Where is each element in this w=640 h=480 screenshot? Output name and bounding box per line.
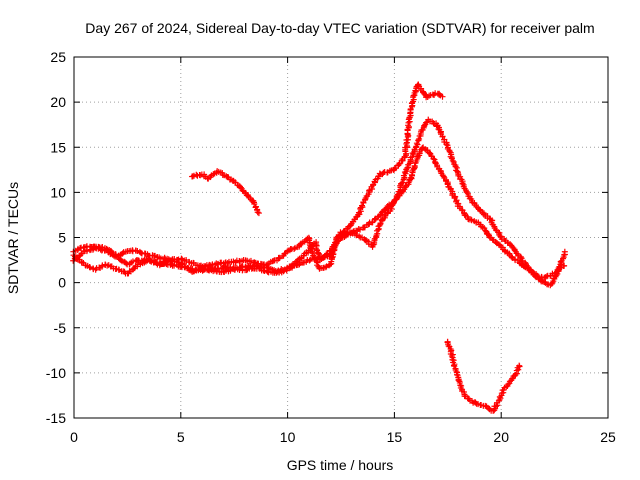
data-point — [528, 267, 535, 274]
x-tick-label: 0 — [70, 429, 78, 445]
data-point — [376, 212, 383, 219]
data-point — [117, 257, 124, 264]
y-tick-label: -5 — [54, 320, 67, 336]
data-point — [457, 384, 464, 391]
series-segment-d — [189, 168, 262, 217]
data-point — [409, 99, 416, 106]
data-point — [455, 377, 462, 384]
data-point — [137, 249, 144, 256]
x-tick-label: 15 — [387, 429, 403, 445]
x-tick-label: 25 — [600, 429, 616, 445]
data-point — [445, 342, 452, 349]
data-point — [146, 257, 153, 264]
y-tick-label: 15 — [50, 139, 66, 155]
data-point — [381, 213, 388, 220]
data-point — [255, 210, 262, 217]
chart-title: Day 267 of 2024, Sidereal Day-to-day VTE… — [85, 20, 594, 36]
data-markers — [70, 81, 568, 414]
data-point — [561, 262, 568, 269]
data-point — [404, 164, 411, 171]
y-axis-label: SDTVAR / TECUs — [5, 182, 21, 294]
y-tick-label: 0 — [58, 275, 66, 291]
data-point — [493, 403, 500, 410]
data-point — [178, 260, 185, 267]
data-point — [443, 141, 450, 148]
data-point — [327, 261, 334, 268]
data-point — [333, 238, 340, 245]
data-point — [398, 180, 405, 187]
y-tick-label: 20 — [50, 94, 66, 110]
data-point — [421, 122, 428, 129]
data-point — [561, 248, 568, 255]
data-point — [467, 216, 474, 223]
data-point — [280, 268, 287, 275]
data-point — [370, 241, 377, 248]
data-point — [356, 233, 363, 240]
series-track-b — [70, 81, 446, 272]
data-point — [322, 264, 329, 271]
grid-lines — [74, 57, 608, 418]
data-point — [195, 266, 202, 273]
data-point — [449, 157, 456, 164]
data-point — [411, 162, 418, 169]
y-tick-label: 25 — [50, 49, 66, 65]
data-point — [103, 245, 110, 252]
series-segment-e — [444, 338, 523, 414]
data-point — [284, 248, 291, 255]
data-point — [532, 273, 539, 280]
data-point — [508, 253, 515, 260]
y-tick-label: 10 — [50, 184, 66, 200]
data-point — [497, 395, 504, 402]
data-point — [314, 256, 321, 263]
data-point — [291, 246, 298, 253]
data-point — [415, 137, 422, 144]
x-axis-label: GPS time / hours — [287, 457, 394, 473]
data-point — [87, 264, 94, 271]
y-tick-label: 5 — [58, 230, 66, 246]
series-track-c — [70, 116, 568, 289]
axis-ticks — [73, 56, 609, 419]
data-point — [439, 93, 446, 100]
data-point — [557, 258, 564, 265]
data-point — [399, 179, 406, 186]
x-tick-label: 10 — [280, 429, 296, 445]
data-point — [430, 155, 437, 162]
data-point — [237, 184, 244, 191]
y-tick-label: -10 — [46, 365, 66, 381]
data-point — [224, 260, 231, 267]
data-point — [189, 173, 196, 180]
data-point — [459, 180, 466, 187]
y-tick-label: -15 — [46, 410, 66, 426]
data-point — [517, 253, 524, 260]
data-point — [511, 247, 518, 254]
data-point — [553, 272, 560, 279]
data-point — [254, 209, 261, 216]
data-point — [210, 171, 217, 178]
data-point — [73, 255, 80, 262]
data-point — [156, 262, 163, 269]
data-point — [362, 237, 369, 244]
x-tick-label: 5 — [177, 429, 185, 445]
data-point — [463, 189, 470, 196]
x-tick-label: 20 — [493, 429, 509, 445]
data-point — [516, 362, 523, 369]
data-point — [355, 226, 362, 233]
axis-tick-labels: 0 5 10 15 20 25 -15 -10 -5 0 5 10 15 20 25 — [46, 49, 616, 445]
